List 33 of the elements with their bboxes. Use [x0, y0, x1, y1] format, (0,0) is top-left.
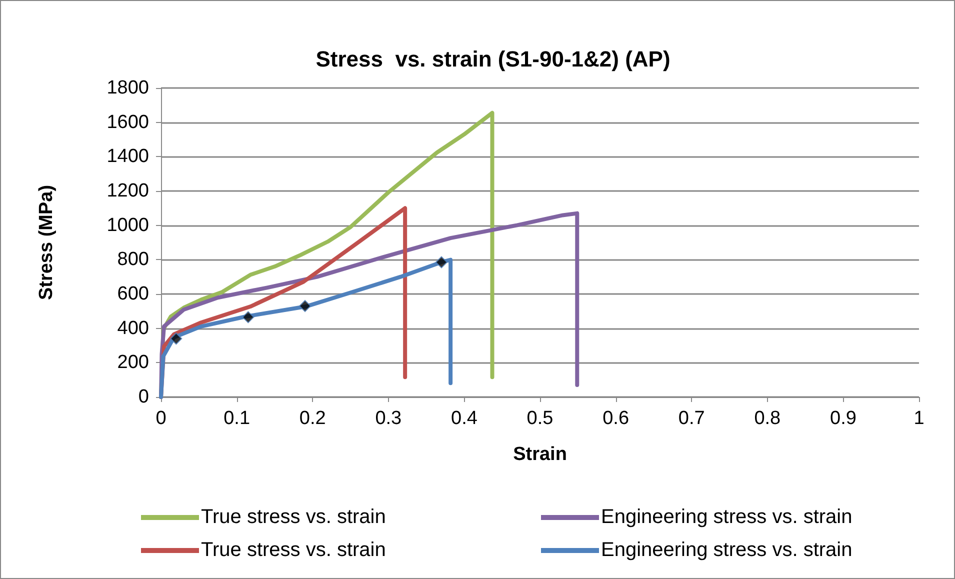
point: [170, 332, 182, 345]
line-series: [159, 258, 453, 399]
x-tick-label: 0.7: [678, 408, 705, 429]
y-tick-label: 1800: [106, 78, 149, 98]
x-tick-label: 1: [914, 408, 924, 429]
x-tick-label: 0: [156, 408, 166, 429]
x-tick-label: 0.2: [299, 408, 326, 429]
legend-label: Engineering stress vs. strain: [601, 506, 852, 529]
legend-label: True stress vs. strain: [201, 506, 386, 529]
point: [299, 300, 312, 312]
x-tick-label: 0.6: [602, 408, 630, 429]
point: [435, 256, 448, 268]
x-tick-label: 0.1: [224, 408, 250, 429]
x-tick-label: 0.9: [830, 408, 856, 429]
x-tick-label: 0.4: [450, 408, 478, 429]
y-tick-label: 1200: [106, 180, 149, 202]
y-tick-label: 400: [117, 318, 149, 339]
x-axis-title: Strain: [513, 444, 567, 465]
chart-title: Stress vs. strain (S1-90-1&2) (AP): [316, 46, 670, 72]
x-tick-label: 0.5: [526, 408, 554, 429]
x-tick-label: 0.8: [754, 408, 781, 429]
y-axis-title: Stress (MPa): [36, 184, 57, 300]
y-tick-label: 1400: [106, 146, 149, 168]
y-tick-label: 1600: [106, 112, 149, 133]
point: [242, 311, 254, 324]
y-tick-label: 200: [117, 352, 149, 374]
y-tick-label: 600: [117, 284, 149, 304]
y-tick-label: 0: [138, 386, 149, 408]
legend-label: True stress vs. strain: [201, 539, 386, 562]
y-tick-label: 800: [117, 249, 149, 270]
x-tick-label: 0.3: [375, 408, 402, 429]
y-tick-label: 1000: [106, 214, 149, 236]
legend-label: Engineering stress vs. strain: [601, 539, 852, 562]
